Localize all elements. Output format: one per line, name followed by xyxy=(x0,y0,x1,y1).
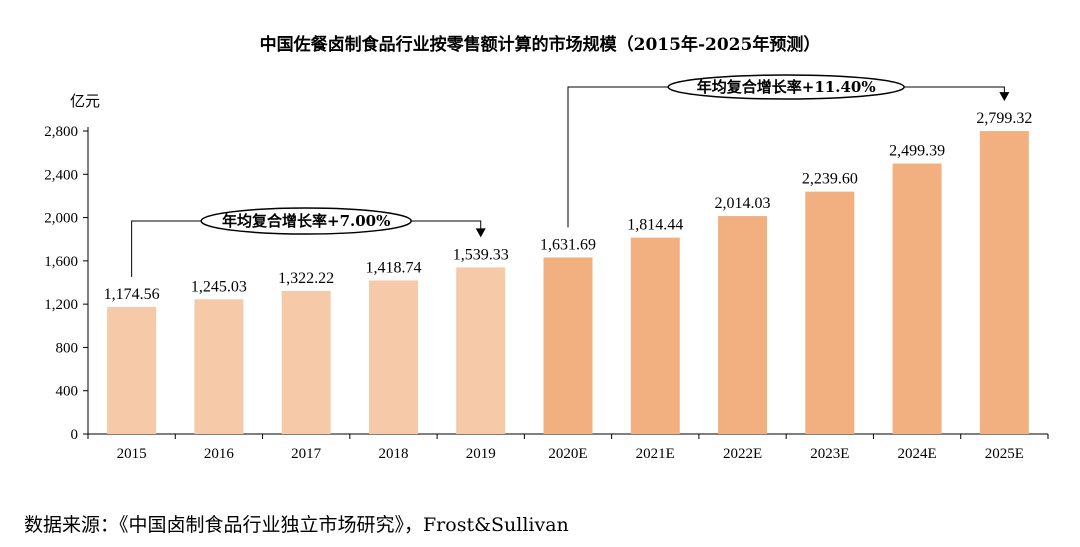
bar xyxy=(630,237,680,434)
data-label: 1,245.03 xyxy=(191,278,247,295)
axes: 0 400 800 1,200 1,600 2,000 2,400 2,800 2015 2016… xyxy=(44,124,1049,462)
data-label: 1,322.22 xyxy=(278,270,334,287)
bar xyxy=(979,131,1029,434)
y-tick-label: 2,000 xyxy=(44,211,78,227)
cagr-ellipse xyxy=(667,74,905,100)
bar xyxy=(543,257,593,434)
data-label: 1,631.69 xyxy=(540,236,596,253)
y-axis-unit-label: 亿元 xyxy=(70,92,100,110)
cagr-ellipse xyxy=(200,207,412,235)
x-tick-label: 2019 xyxy=(466,446,496,462)
x-tick-label: 2023E xyxy=(810,446,849,462)
data-label: 2,014.03 xyxy=(715,195,771,212)
arrow-head-icon xyxy=(999,92,1010,102)
chart-title: 中国佐餐卤制食品行业按零售额计算的市场规模（2015年-2025年预测） xyxy=(260,34,821,55)
x-tick-label: 2015 xyxy=(117,446,147,462)
bar xyxy=(107,306,157,434)
bar xyxy=(456,267,506,434)
data-label: 2,499.39 xyxy=(889,143,945,160)
arrow-head-icon xyxy=(475,228,486,238)
x-tick-label: 2022E xyxy=(723,446,762,462)
data-label: 1,418.74 xyxy=(365,259,421,276)
bar xyxy=(805,191,855,434)
bars xyxy=(107,131,1029,434)
x-tick-label: 2024E xyxy=(898,446,937,462)
cagr-label: 年均复合增长率+11.40% xyxy=(697,78,876,96)
value-labels: 1,174.56 1,245.03 1,322.22 1,418.74 1,539.33… xyxy=(104,110,1033,303)
y-tick-label: 800 xyxy=(56,340,79,356)
y-tick-label: 1,600 xyxy=(44,254,78,270)
source-note: 数据来源：《中国卤制食品行业独立市场研究》，Frost&Sullivan xyxy=(24,514,569,536)
cagr-label: 年均复合增长率+7.00% xyxy=(222,212,390,230)
data-label: 1,174.56 xyxy=(104,286,160,303)
data-label: 1,814.44 xyxy=(627,217,683,234)
x-tick-label: 2018 xyxy=(378,446,408,462)
y-tick-label: 0 xyxy=(71,427,79,443)
y-tick-label: 2,400 xyxy=(44,167,78,183)
data-label: 2,239.60 xyxy=(802,171,858,188)
bar xyxy=(281,290,331,434)
x-tick-label: 2021E xyxy=(636,446,675,462)
x-tick-label: 2017 xyxy=(291,446,322,462)
market-size-bar-chart: 中国佐餐卤制食品行业按零售额计算的市场规模（2015年-2025年预测） 亿元 … xyxy=(44,34,1049,462)
y-tick-label: 400 xyxy=(56,384,79,400)
x-tick-label: 2025E xyxy=(985,446,1024,462)
bar xyxy=(368,280,418,434)
data-label: 1,539.33 xyxy=(453,246,509,263)
cagr-annotations: 年均复合增长率+7.00% 年均复合增长率+11.40% xyxy=(131,74,1010,277)
bar xyxy=(194,299,244,434)
x-tick-label: 2020E xyxy=(548,446,587,462)
bar xyxy=(892,163,942,434)
y-tick-label: 2,800 xyxy=(44,124,78,140)
x-tick-label: 2016 xyxy=(204,446,235,462)
data-label: 2,799.32 xyxy=(976,110,1032,127)
bar xyxy=(718,216,768,434)
y-tick-label: 1,200 xyxy=(44,297,78,313)
